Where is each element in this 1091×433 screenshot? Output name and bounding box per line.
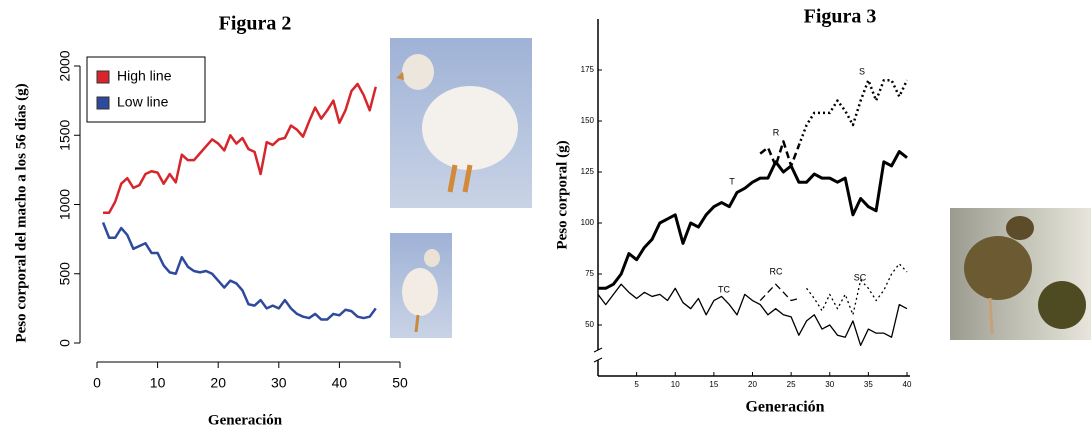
series-label: R: [773, 127, 780, 137]
legend-label: High line: [117, 68, 172, 84]
series-label: TC: [718, 284, 730, 294]
y-tick-label: 1000: [57, 189, 73, 220]
chart-title: Figura 3: [804, 6, 877, 28]
x-tick-label: 20: [210, 375, 226, 391]
chicken-photo-large: [390, 38, 532, 208]
y-tick-label: 0: [57, 339, 73, 347]
series-label: RC: [770, 266, 783, 276]
y-tick-label: 100: [581, 218, 595, 227]
x-tick-label: 0: [93, 375, 101, 391]
x-tick-label: 15: [709, 380, 718, 389]
x-tick-label: 50: [392, 375, 408, 391]
series-label: T: [729, 176, 735, 186]
y-tick-label: 1500: [57, 119, 73, 150]
series-line: [759, 140, 801, 168]
x-tick-label: 10: [671, 380, 680, 389]
x-tick-label: 30: [271, 375, 287, 391]
series-line: [598, 150, 908, 290]
y-axis-label: Peso corporal del macho a los 56 días (g…: [13, 83, 29, 342]
x-tick-label: 25: [787, 380, 796, 389]
x-axis-label: Generación: [745, 399, 824, 416]
legend-label: Low line: [117, 94, 169, 110]
series-line: [597, 283, 908, 347]
chart-title: Figura 2: [219, 13, 292, 35]
legend-swatch: [96, 70, 110, 84]
legend-swatch: [96, 96, 110, 110]
chicken-photo-small: [390, 233, 452, 338]
series-line: [806, 263, 908, 316]
series-line: [101, 222, 377, 321]
y-tick-label: 175: [581, 65, 595, 74]
series-label: SC: [854, 272, 867, 282]
x-tick-label: 40: [903, 380, 912, 389]
y-tick-label: 150: [581, 116, 595, 125]
y-axis-label: Peso corporal (g): [554, 140, 570, 249]
x-tick-label: 20: [748, 380, 757, 389]
x-axis-label: Generación: [208, 412, 283, 428]
x-tick-label: 40: [332, 375, 348, 391]
y-tick-label: 2000: [57, 50, 73, 81]
legend-box: [86, 56, 206, 123]
series-line: [759, 283, 800, 302]
series-label: S: [859, 66, 865, 76]
y-tick-label: 500: [57, 262, 73, 286]
quail-photo: [950, 208, 1091, 340]
x-tick-label: 5: [634, 380, 639, 389]
y-tick-label: 125: [581, 167, 595, 176]
axis-break: [593, 347, 603, 363]
y-tick-label: 75: [585, 269, 594, 278]
x-tick-label: 10: [150, 375, 166, 391]
x-tick-label: 30: [825, 380, 834, 389]
series-line: [103, 82, 377, 215]
y-tick-label: 50: [585, 320, 594, 329]
x-tick-label: 35: [864, 380, 873, 389]
series-line: [797, 78, 909, 146]
